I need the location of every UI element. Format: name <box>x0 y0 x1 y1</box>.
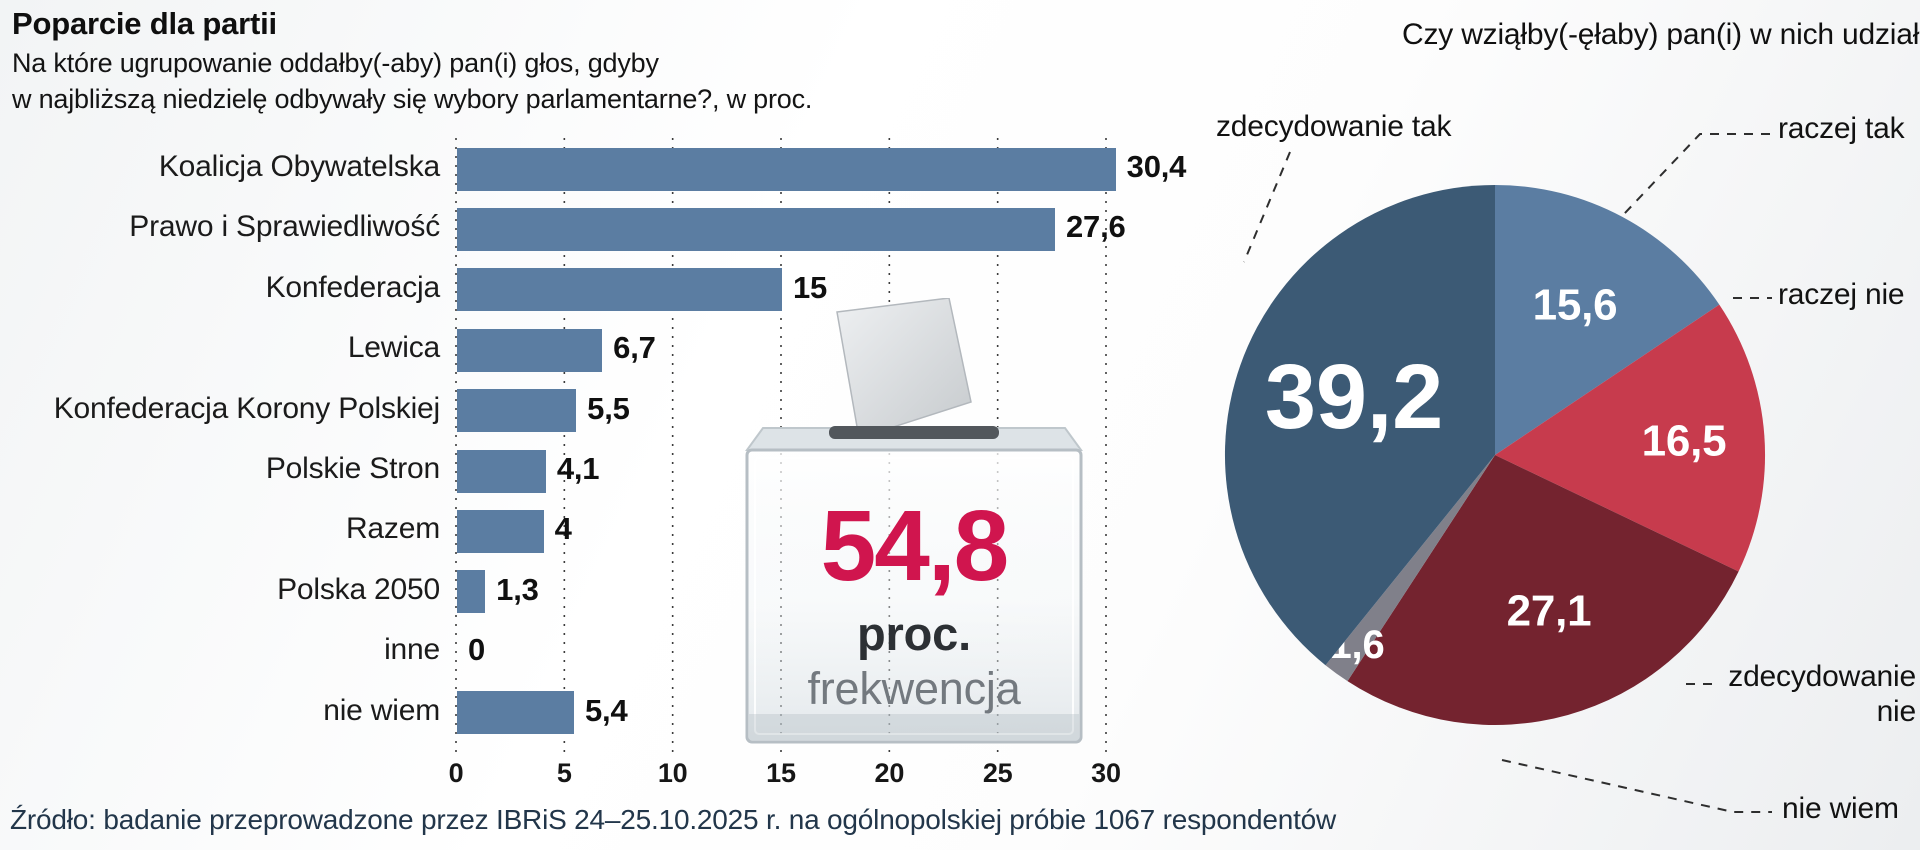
ballot-paper <box>836 298 972 439</box>
bar-category-label: Polskie Stron <box>265 452 440 485</box>
bar-value-label: 5,4 <box>585 692 628 728</box>
bar-value-label: 1,3 <box>496 571 539 607</box>
bar <box>457 691 574 735</box>
bar-category-label: Razem <box>345 512 440 546</box>
pie-label-zdecydowanie-tak: zdecydowanie tak <box>1216 110 1452 143</box>
bar-value-label: 30,4 <box>1126 149 1187 184</box>
bar-value-label: 27,6 <box>1066 209 1126 245</box>
source-note: Źródło: badanie przeprowadzone przez IBR… <box>10 804 1337 835</box>
page-title: Poparcie dla partii <box>12 6 277 41</box>
bar <box>457 147 1116 191</box>
turnout-label: frekwencja <box>807 663 1021 714</box>
bar <box>457 509 544 553</box>
turnout-value: 54,8 <box>820 490 1010 602</box>
bar <box>457 328 603 372</box>
bar <box>457 268 782 312</box>
bar <box>457 570 486 614</box>
pie-label-raczej-tak: raczej tak <box>1778 112 1905 145</box>
bar-value-label: 4,1 <box>556 451 600 486</box>
bar-value-label: 0 <box>468 632 486 668</box>
bar-chart-header: Poparcie dla partii Na które ugrupowanie… <box>12 6 812 117</box>
bar-category-label: inne <box>384 633 440 667</box>
bar <box>457 389 577 433</box>
ballot-slot <box>829 426 999 439</box>
pie-label-zdecydowanie-nie: zdecydowanie nie <box>1728 660 1916 728</box>
bar <box>457 449 546 493</box>
bar-value-label: 4 <box>554 511 572 547</box>
subtitle-line-2: w najbliższą niedzielę odbywały się wybo… <box>12 83 813 114</box>
ballot-box-inner-highlight <box>754 457 1074 735</box>
bar-value-label: 6,7 <box>613 330 656 366</box>
bar-value-label: 5,5 <box>587 390 630 426</box>
subtitle-line-1: Na które ugrupowanie oddałby(-aby) pan(i… <box>12 48 659 78</box>
bar-category-label: nie wiem <box>323 693 440 727</box>
bar <box>457 207 1055 251</box>
bar-value-label: 15 <box>793 269 828 305</box>
turnout-block: 54,8 proc. frekwencja <box>733 298 1095 758</box>
ballot-box-bottom-shade <box>749 714 1079 740</box>
ballot-box-illustration: 54,8 proc. frekwencja <box>733 298 1095 758</box>
pie-chart-title: Czy wziąłby(-ęłaby) pan(i) w nich udział <box>1402 18 1920 51</box>
turnout-unit: proc. <box>857 607 971 660</box>
bar-category-label: Polska 2050 <box>277 572 440 606</box>
bar-category-label: Prawo i Sprawiedliwość <box>129 210 440 244</box>
bar-category-label: Koalicja Obywatelska <box>158 150 440 183</box>
bar-category-label: Konfederacja <box>265 270 441 304</box>
bar-category-label: Lewica <box>347 331 440 365</box>
pie-label-raczej-nie: raczej nie <box>1778 278 1905 311</box>
pie-label-nie-wiem: nie wiem <box>1782 792 1899 825</box>
bar-category-label: Konfederacja Korony Polskiej <box>53 391 440 425</box>
